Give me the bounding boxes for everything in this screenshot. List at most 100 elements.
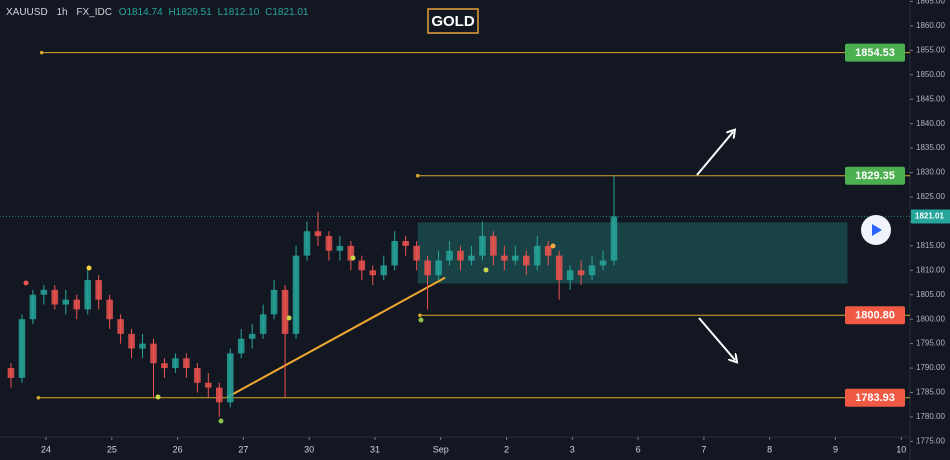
level-label-box [845,166,905,185]
marker-dot [483,267,489,273]
candle-body [194,368,201,383]
candle [128,328,135,359]
y-tick-label: 1795.00 [916,339,945,348]
candle [577,260,585,285]
candle [237,328,245,359]
candle [270,280,278,320]
candle-body [215,387,223,403]
candle-body [336,245,344,251]
candle-body [490,236,497,256]
marker-dot [86,265,92,271]
candle [281,284,289,398]
candle-body [303,231,311,256]
candle [544,240,552,266]
marker-dot [218,418,224,424]
x-tick-label: 30 [304,444,314,454]
x-tick-label: 2 [504,444,509,454]
candle-body [391,240,398,266]
candle-body [577,270,585,276]
candle-body [413,245,420,261]
y-tick-label: 1865.00 [916,0,945,6]
candle-body [106,299,113,320]
x-tick-label: 26 [173,444,183,454]
candle-body [150,343,157,364]
current-price-box [911,209,950,224]
y-tick-label: 1845.00 [916,94,945,103]
level-label: 1854.53 [855,47,895,59]
candle [303,221,311,261]
candle [522,250,530,276]
candle-body [446,250,453,261]
candle [314,211,322,246]
x-tick-label: 3 [570,444,575,454]
candle-body [117,319,124,334]
x-tick-label: 6 [636,444,641,454]
candle [402,236,409,256]
source: FX_IDC [76,7,112,18]
candle [150,338,157,398]
level-label: 1783.93 [855,392,895,404]
x-tick-label: 27 [238,444,248,454]
level-anchor [418,313,422,318]
candle [51,284,59,310]
candle-body [610,216,618,261]
y-tick-label: 1800.00 [916,314,945,323]
candle [490,231,497,266]
candle-body [62,299,70,305]
candle [172,353,179,373]
marker-dot [286,315,292,321]
x-tick-label: 25 [107,444,117,454]
arrow-down [698,317,735,360]
x-tick-label: 9 [833,444,838,454]
candle-body [292,255,300,334]
candle [501,245,508,271]
candle-body [544,245,552,256]
candle-body [435,260,442,276]
candle-body [479,236,486,256]
candle-body [347,245,355,261]
y-tick-label: 1830.00 [916,168,945,177]
candle [18,314,26,383]
candle-body [325,236,333,251]
candle [610,175,618,266]
x-tick-label: 31 [370,444,380,454]
marker-dot [155,394,161,400]
candle-body [512,255,519,261]
level-anchor [39,50,44,55]
candle [555,250,563,300]
candle [479,221,486,261]
candle [7,363,15,388]
candle [424,255,431,310]
candle [588,255,596,281]
candle-body [18,319,26,378]
candle [599,250,607,271]
candle-body [555,255,563,281]
trendline [226,276,446,399]
candle [106,294,113,329]
play-icon[interactable] [872,224,882,236]
ohlc: H1829.51 [168,7,212,18]
header: XAUUSD 1h FX_IDC O1814.74 H1829.51 L1812… [6,7,309,18]
candle [336,236,344,261]
candle-body [566,270,574,281]
candle-body [380,265,388,276]
candle [391,231,398,271]
marker-dot [418,317,424,323]
candle [292,245,300,339]
level-label-box [845,388,905,407]
candle-body [29,294,37,320]
ohlc: C1821.01 [265,7,309,18]
title-box [427,8,479,34]
play-button[interactable] [861,215,891,245]
candle-body [457,250,464,261]
level-label-box [845,306,905,325]
current-price-label: 1821.01 [915,212,944,221]
candle [457,245,464,271]
candle-body [358,260,366,271]
candle-body [172,358,179,369]
level-label: 1829.35 [855,170,895,182]
interval: 1h [56,7,67,18]
marker-dot [23,280,29,286]
